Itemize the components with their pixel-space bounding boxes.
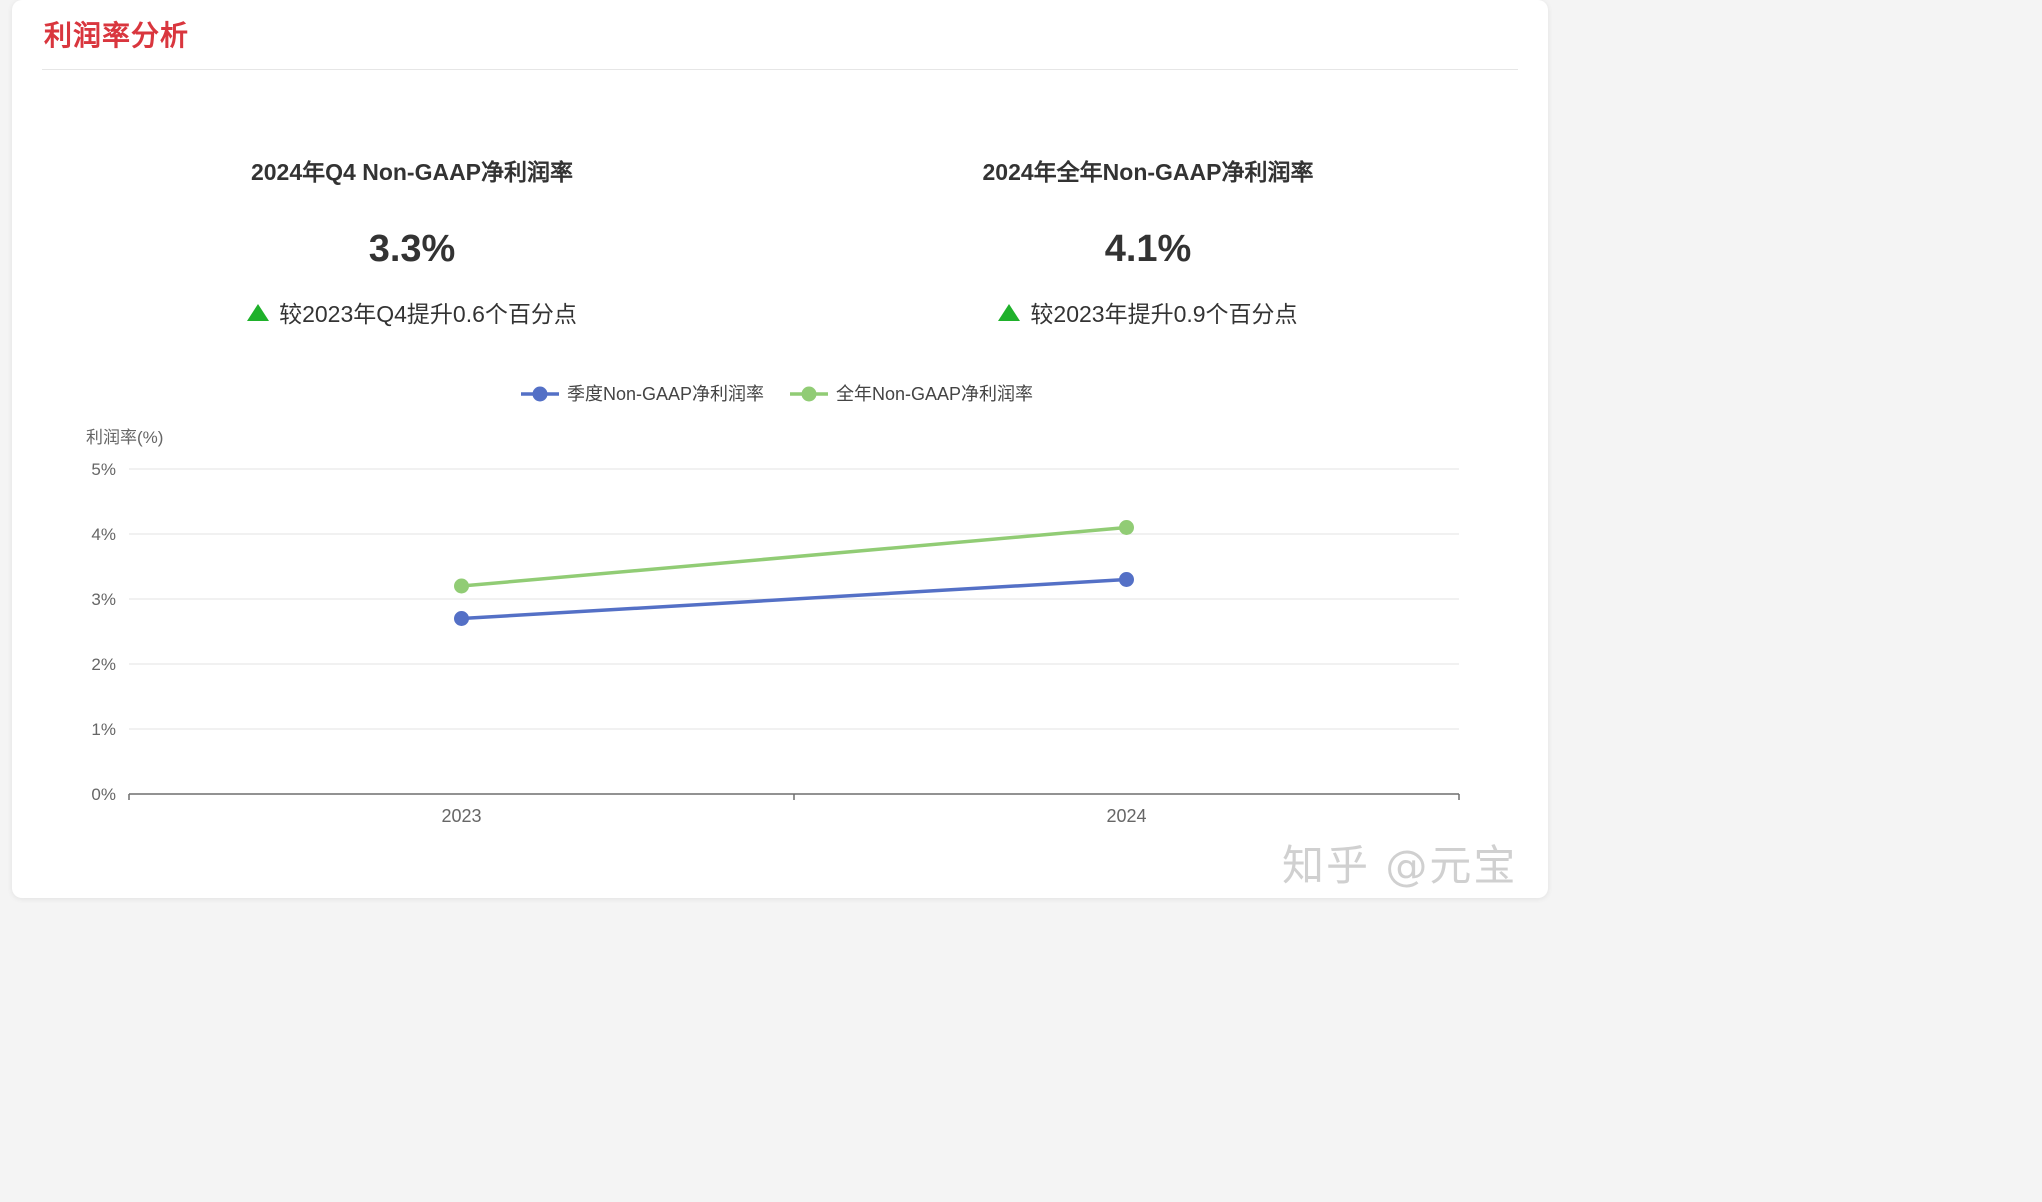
data-point xyxy=(454,611,469,626)
line-chart: 季度Non-GAAP净利润率 全年Non-GAAP净利润率 利润率(%) 0% 1%… xyxy=(86,384,1460,826)
up-triangle-icon xyxy=(998,304,1021,321)
watermark: 知乎 @元宝 xyxy=(1282,841,1518,890)
x-tick-label: 2023 xyxy=(441,806,481,826)
stat-change: 较2023年Q4提升0.6个百分点 xyxy=(132,294,692,334)
data-point xyxy=(1119,572,1134,587)
x-tick-label: 2024 xyxy=(1106,806,1146,826)
data-point xyxy=(1119,520,1134,535)
annual-margin-stat: 2024年全年Non-GAAP净利润率 4.1% 较2023年提升0.9个百分点 xyxy=(868,150,1428,334)
stat-value: 4.1% xyxy=(1104,228,1192,270)
y-tick-label: 1% xyxy=(91,720,116,739)
y-tick-label: 5% xyxy=(91,460,116,479)
series-line xyxy=(461,577,1127,621)
legend-item[interactable]: 季度Non-GAAP净利润率 xyxy=(521,384,764,404)
profit-margin-card: 利润率分析 2024年Q4 Non-GAAP净利润率 3.3% 较2023年Q4… xyxy=(12,0,1548,898)
legend-marker-icon xyxy=(532,386,548,402)
y-tick-label: 3% xyxy=(91,590,116,609)
up-triangle-icon xyxy=(247,304,270,321)
y-axis-ticks: 0% 1% 2% 3% 4% 5% xyxy=(91,460,116,804)
divider xyxy=(42,69,1518,70)
y-tick-label: 2% xyxy=(91,655,116,674)
chart-legend: 季度Non-GAAP净利润率 全年Non-GAAP净利润率 xyxy=(521,384,1033,404)
stat-label: 2024年全年Non-GAAP净利润率 xyxy=(982,159,1314,185)
series-lines xyxy=(454,520,1134,626)
legend-marker-icon xyxy=(801,386,817,402)
section-title: 利润率分析 xyxy=(44,20,190,51)
stat-change: 较2023年提升0.9个百分点 xyxy=(868,294,1428,334)
stat-label: 2024年Q4 Non-GAAP净利润率 xyxy=(250,159,574,185)
stat-change-text: 较2023年Q4提升0.6个百分点 xyxy=(279,301,577,327)
data-point xyxy=(454,578,469,594)
y-axis-label: 利润率(%) xyxy=(86,428,163,447)
stat-value: 3.3% xyxy=(368,228,456,270)
series-line xyxy=(461,525,1127,588)
legend-label: 季度Non-GAAP净利润率 xyxy=(567,384,764,404)
x-axis: 2023 2024 xyxy=(128,793,1460,826)
y-tick-label: 0% xyxy=(91,785,116,804)
stat-change-text: 较2023年提升0.9个百分点 xyxy=(1030,301,1298,327)
y-tick-label: 4% xyxy=(91,525,116,544)
legend-label: 全年Non-GAAP净利润率 xyxy=(836,384,1033,404)
legend-item[interactable]: 全年Non-GAAP净利润率 xyxy=(790,384,1033,404)
q4-margin-stat: 2024年Q4 Non-GAAP净利润率 3.3% 较2023年Q4提升0.6个… xyxy=(132,150,692,334)
